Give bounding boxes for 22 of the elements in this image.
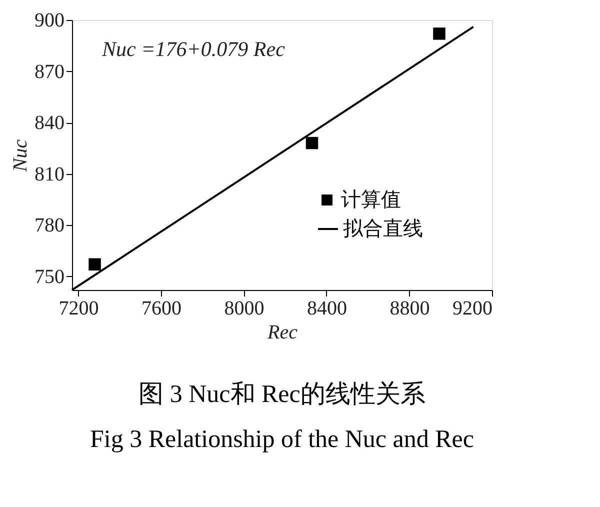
y-tick-label: 810 [34, 163, 64, 186]
x-tick-label: 7600 [141, 298, 182, 320]
x-tick-label: 8400 [306, 298, 347, 320]
x-axis-title: Rec [266, 322, 298, 344]
x-tick-label: 9200 [452, 298, 492, 320]
y-tick-label: 900 [34, 10, 64, 32]
legend-label: 拟合直线 [343, 218, 423, 240]
y-tick-label: 870 [34, 60, 64, 83]
point [88, 258, 101, 270]
caption: 图 3 Nuc和 Rec的线性关系 [138, 381, 426, 408]
y-tick-label: 840 [34, 112, 64, 134]
y-tick-label: 750 [34, 266, 64, 288]
caption: Fig 3 Relationship of the Nuc and Rec [90, 426, 474, 453]
point [433, 28, 446, 40]
x-tick-label: 7200 [58, 298, 99, 320]
y-axis-title: Nuc [10, 139, 32, 173]
legend-label: 计算值 [341, 189, 401, 211]
y-tick-label: 780 [34, 214, 64, 237]
point [306, 136, 318, 150]
annotation: Nuc =176+0.079 Rec [101, 37, 286, 61]
x-tick-label: 8000 [224, 298, 264, 320]
x-tick-label: 8800 [390, 298, 430, 320]
